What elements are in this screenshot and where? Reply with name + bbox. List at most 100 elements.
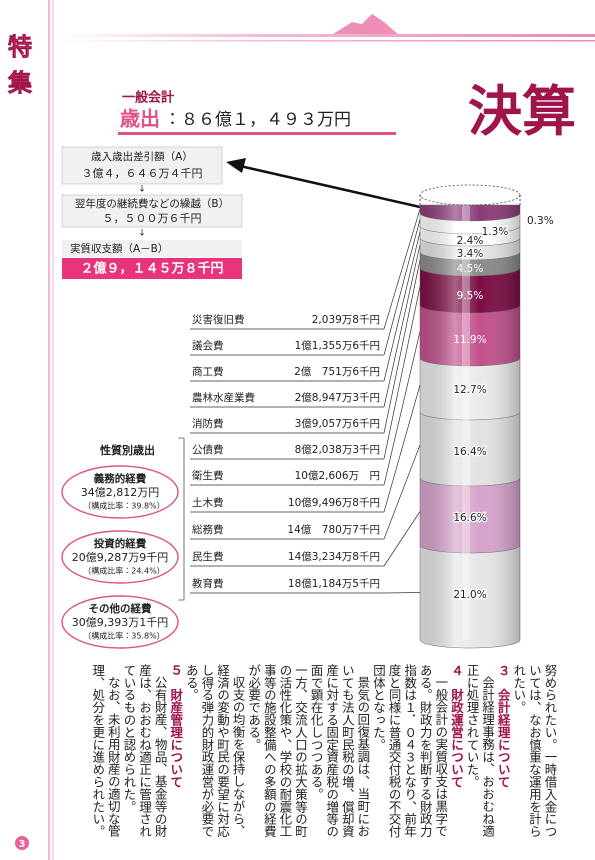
expenditure-name: 民生費 [192, 550, 224, 563]
category: 一般会計 [122, 90, 174, 106]
cylinder-shade [420, 205, 520, 648]
expenditure-amount: 2億8,947万3千円 [295, 391, 380, 404]
balance-value: ３億４，６４６万４千円 [82, 167, 203, 180]
nature-oval [61, 595, 179, 649]
mountain [330, 14, 400, 36]
share-label: 3.4% [457, 248, 484, 260]
share-label: 11.9% [453, 334, 486, 346]
paragraph: 公有財産、物品、基金等の財産は、おおむね適正に管理されているものと認められた。 [121, 664, 169, 838]
section-label: 特 [8, 33, 32, 61]
section-heading: ５ 財産管理について [168, 664, 184, 788]
expenditure-amount: 3億9,057万6千円 [295, 417, 380, 430]
nature-title: 性質別歳出 [100, 443, 155, 457]
share-label: 12.7% [453, 384, 486, 396]
arrow-line [239, 164, 421, 209]
balance-box [62, 240, 242, 257]
nature-ratio: （構成比率：39.8%） [83, 501, 164, 511]
expenditure-amount: 2億 751万6千円 [294, 365, 380, 378]
page-title: 決算 [468, 79, 576, 143]
nature-name: 義務的経費 [94, 472, 147, 485]
leader-line [383, 219, 421, 356]
share-label: 9.5% [457, 290, 484, 302]
leader-line [383, 286, 421, 460]
section-heading: ４ 財政運営について [449, 664, 465, 788]
cylinder [419, 184, 521, 649]
section-label: 集 [7, 69, 33, 97]
paragraph: 努められたい。一時借入金については、なお慎重な運用を計られたい。 [511, 664, 558, 838]
share-label: 0.3% [527, 215, 554, 227]
paragraph: 会計経理事務は、おおむね適正に処理されていた。 [465, 664, 496, 838]
share-label: 4.5% [457, 263, 484, 275]
expenditure-name: 公債費 [192, 443, 224, 456]
leader-line [383, 511, 421, 567]
nature-name: その他の経費 [89, 602, 152, 615]
expenditure-amount: 10億9,496万8千円 [288, 496, 380, 509]
balance-box [61, 146, 223, 185]
share-label: 16.6% [453, 512, 486, 524]
expenditure-name: 災害復旧費 [192, 313, 245, 326]
page-number-badge [15, 836, 29, 850]
expenditure-amount: 2,039万8千円 [312, 314, 380, 326]
down-arrow: ↓ [138, 185, 146, 195]
expenditure-name: 消防費 [192, 417, 224, 430]
leader-line [383, 208, 421, 330]
header-underline [118, 132, 396, 135]
share-label: 1.3% [482, 226, 509, 238]
leader-line [383, 259, 421, 434]
nature-ratio: （構成比率：24.4%） [83, 566, 164, 576]
leader-line [383, 384, 421, 513]
balance-label: 歳入歳出差引額（A） [91, 150, 193, 163]
share-label: 21.0% [453, 589, 486, 601]
leader-line [383, 331, 421, 486]
expenditure-amount: 8億2,038万3千円 [295, 443, 380, 456]
expenditure-name: 農林水産業費 [192, 391, 255, 404]
leader-line [383, 231, 421, 382]
expenditure-name: 議会費 [192, 339, 224, 352]
cylinder-stripe [462, 205, 470, 640]
page-number: 3 [19, 839, 26, 850]
leader-line [383, 592, 421, 594]
expenditure-amount: 1億1,355万6千円 [295, 339, 380, 352]
nature-amount: 30億9,393万1千円 [72, 616, 169, 629]
body-text: 努められたい。一時借入金については、なお慎重な運用を計られたい。 ３ 会計経理につ… [62, 664, 558, 844]
balance-label: 実質収支額（A－B） [70, 242, 168, 255]
balance-highlight [62, 258, 242, 279]
arrow-head [226, 158, 246, 173]
nature-amount: 34億2,812万円 [81, 486, 160, 499]
expenditure-name: 衛生費 [192, 469, 224, 482]
balance-box [61, 194, 243, 228]
nature-oval [61, 530, 179, 584]
leader-line [383, 244, 421, 408]
share-label: 16.4% [453, 446, 486, 458]
bracket [178, 437, 185, 601]
leader-line [383, 444, 421, 540]
paragraph: なお、未利用財産の適切な管理、処分を更に進められたい。 [90, 664, 122, 838]
paragraph: 一方、交流人口の拡大策等の町の活性化策や、学校の耐震化工事等の施設整備への多額の… [246, 664, 309, 838]
expenditure-amount: 14億3,234万8千円 [288, 550, 380, 563]
balance-value: ５，５００万６千円 [103, 212, 202, 225]
cylinder-top [419, 184, 521, 206]
nature-ratio: （構成比率：35.8%） [83, 631, 164, 641]
expenditure-name: 商工費 [192, 365, 224, 378]
expenditure-amount: 10億2,606万 円 [295, 469, 380, 482]
expenditure-name: 総務費 [192, 523, 224, 536]
nature-oval [61, 465, 179, 519]
header-amount: ：８６億１，４９３万円 [164, 110, 351, 130]
balance-value: ２億９，１４５万８千円 [80, 261, 223, 277]
paragraph: 一般会計の実質収支は黒字である。財政力を判断する財政力指数は１．０４３となり、前… [371, 664, 449, 838]
nature-amount: 20億9,287万9千円 [72, 551, 169, 564]
down-arrow: ↓ [138, 229, 146, 239]
expenditure-amount: 14億 780万7千円 [287, 523, 380, 536]
expenditure-amount: 18億1,184万5千円 [288, 577, 380, 590]
expenditure-name: 教育費 [192, 577, 224, 590]
balance-label: 翌年度の継続費などの繰越（B） [75, 197, 229, 210]
section-heading: ３ 会計経理について [496, 664, 512, 788]
expenditure-name: 土木費 [192, 496, 224, 509]
paragraph: 収支の均衡を保持しながら、経済の変動や町民の要望に対応し得る弾力的財政運営が必要… [184, 664, 247, 838]
top-band [55, 40, 595, 42]
paragraph: 景気の回復基調は、当町においても法人町民税の増、償却資産に対する固定資産税の増等… [309, 664, 371, 838]
nature-name: 投資的経費 [94, 537, 147, 550]
share-label: 2.4% [457, 235, 484, 247]
